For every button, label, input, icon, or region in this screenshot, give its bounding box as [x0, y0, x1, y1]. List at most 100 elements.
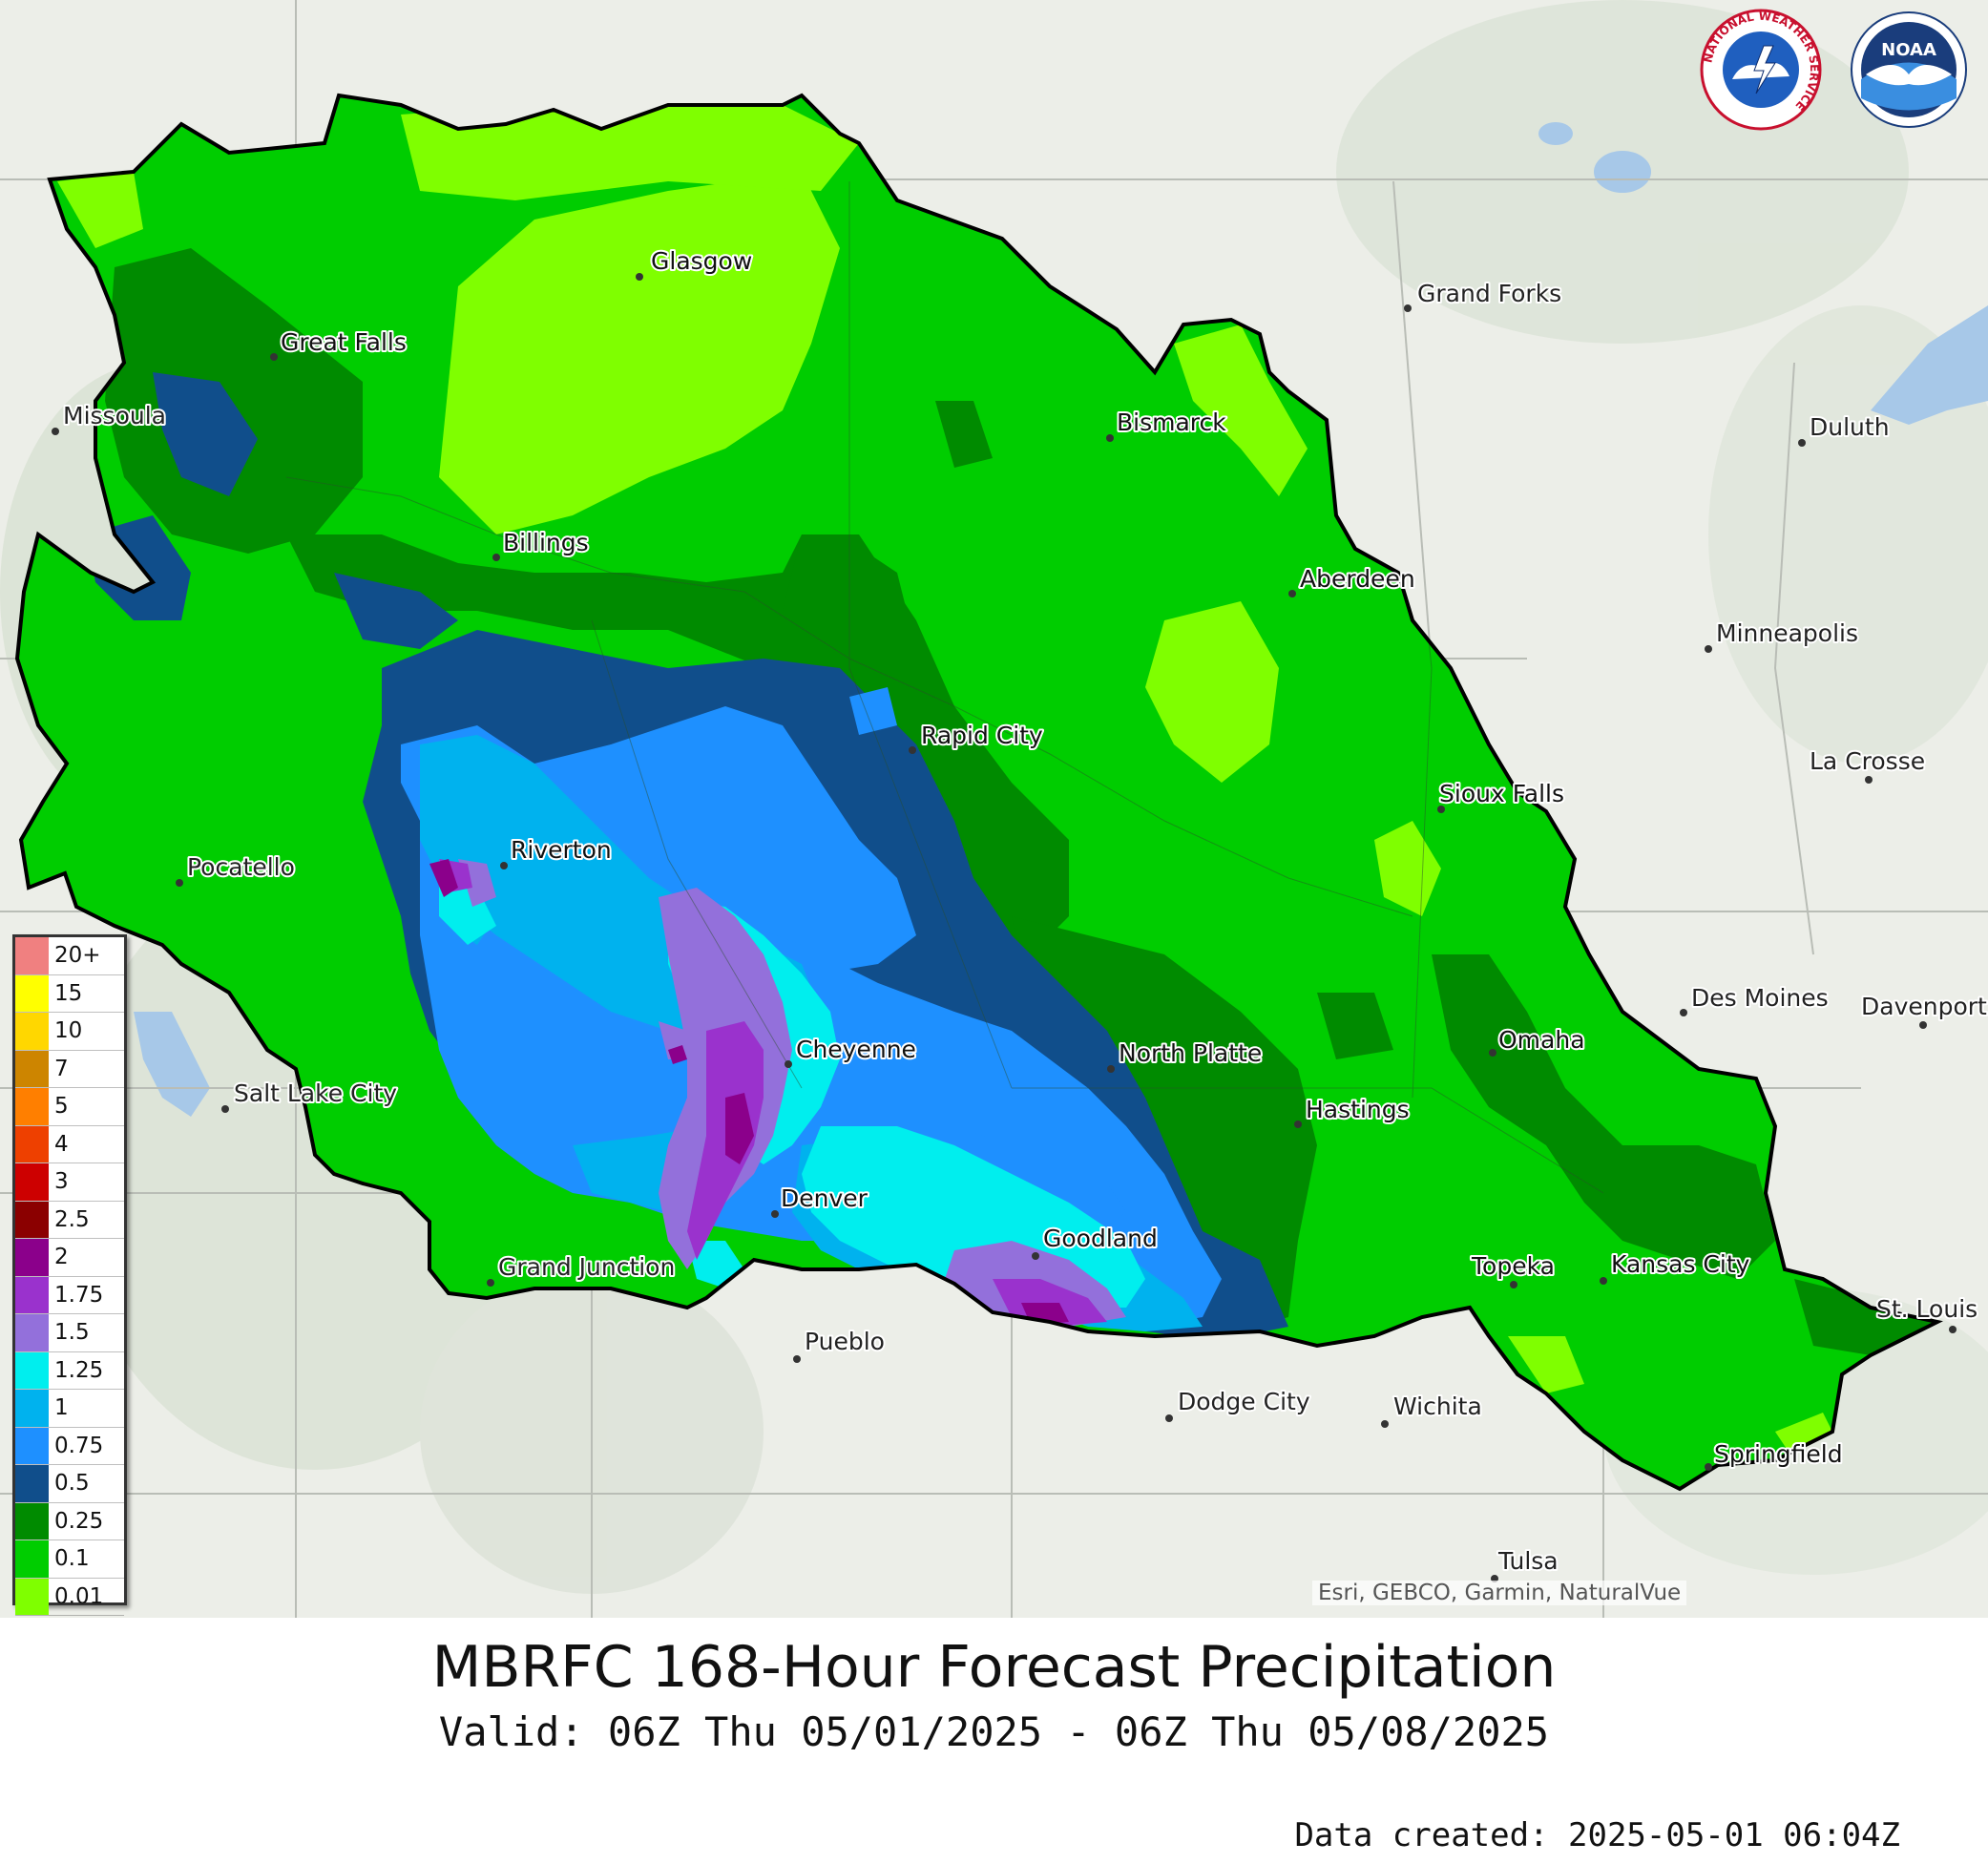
city-bismarck: Bismarck	[1106, 407, 1228, 442]
nws-logo: NATIONAL WEATHER SERVICE	[1700, 9, 1822, 131]
city-glasgow: Glasgow	[636, 245, 754, 281]
city-cheyenne: Cheyenne	[785, 1034, 918, 1068]
lakes	[134, 122, 1988, 1117]
legend-row: 1.5	[15, 1314, 124, 1352]
city-tulsa: Tulsa	[1491, 1545, 1560, 1582]
legend-swatch	[15, 1390, 49, 1427]
svg-text:Bismarck: Bismarck	[1117, 408, 1226, 436]
legend-row: 0.5	[15, 1465, 124, 1503]
legend-swatch	[15, 1427, 49, 1464]
city-billings: Billings	[492, 527, 591, 561]
city-davenport: Davenport	[1859, 991, 1988, 1029]
agency-logos: NATIONAL WEATHER SERVICE NOAA	[1700, 9, 1967, 131]
legend-row: 0.01	[15, 1578, 124, 1616]
data-created-timestamp: Data created: 2025-05-01 06:04Z	[1294, 1816, 1900, 1854]
svg-text:Billings: Billings	[503, 529, 589, 556]
legend-row: 4	[15, 1125, 124, 1163]
page-title: MBRFC 168-Hour Forecast Precipitation	[431, 1634, 1557, 1701]
legend-swatch	[15, 1088, 49, 1125]
svg-text:Duluth: Duluth	[1810, 413, 1890, 441]
legend-swatch	[15, 1502, 49, 1539]
city-dodge-city: Dodge City	[1165, 1386, 1312, 1422]
precipitation-legend: 20+ 15 10 7 5 4 3 2.5 2 1.75 1.5 1.25 1 0.75 0.5 0.25 0.…	[12, 934, 127, 1616]
city-springfield: Springfield	[1705, 1438, 1845, 1471]
legend-row: 7	[15, 1050, 124, 1088]
svg-text:North Platte: North Platte	[1119, 1039, 1262, 1067]
city-pueblo: Pueblo	[793, 1326, 887, 1363]
city-kansas-city: Kansas City	[1600, 1248, 1752, 1285]
map-attribution: Esri, GEBCO, Garmin, NaturalVue	[1312, 1581, 1687, 1605]
legend-label: 1.25	[54, 1357, 104, 1383]
legend-swatch	[15, 1276, 49, 1313]
legend-label: 0.25	[54, 1508, 104, 1534]
svg-text:Minneapolis: Minneapolis	[1716, 619, 1858, 647]
city-hastings: Hastings	[1294, 1094, 1412, 1128]
svg-text:Pocatello: Pocatello	[187, 853, 295, 881]
legend-swatch	[15, 1201, 49, 1238]
legend-row: 0.75	[15, 1427, 124, 1465]
svg-text:La Crosse: La Crosse	[1810, 747, 1925, 775]
city-rapid-city: Rapid City	[909, 720, 1045, 754]
great-salt-lake	[134, 1012, 210, 1117]
city-minneapolis: Minneapolis	[1705, 618, 1860, 653]
legend-label: 4	[54, 1131, 69, 1157]
city-riverton: Riverton	[500, 834, 614, 869]
svg-text:Salt Lake City: Salt Lake City	[234, 1079, 397, 1107]
city-la-crosse: La Crosse	[1808, 745, 1927, 784]
svg-text:Glasgow: Glasgow	[651, 247, 752, 275]
svg-text:Great Falls: Great Falls	[281, 328, 407, 356]
legend-row: 3	[15, 1163, 124, 1202]
svg-text:Cheyenne: Cheyenne	[796, 1036, 916, 1063]
legend-row: 2	[15, 1239, 124, 1277]
city-denver: Denver	[771, 1183, 870, 1218]
legend-row: 0.25	[15, 1502, 124, 1540]
city-des-moines: Des Moines	[1680, 982, 1831, 1016]
svg-text:Davenport: Davenport	[1861, 993, 1987, 1020]
svg-text:Dodge City: Dodge City	[1178, 1388, 1310, 1415]
legend-swatch	[15, 1163, 49, 1201]
legend-swatch	[15, 1540, 49, 1578]
legend-swatch	[15, 937, 49, 974]
legend-label: 15	[54, 980, 83, 1006]
legend-row: 1.75	[15, 1276, 124, 1314]
legend-swatch	[15, 1125, 49, 1162]
city-grand-forks: Grand Forks	[1404, 278, 1563, 312]
legend-label: 7	[54, 1056, 69, 1081]
legend-row: 0.1	[15, 1540, 124, 1579]
svg-text:Wichita: Wichita	[1393, 1393, 1482, 1420]
legend-label: 0.1	[54, 1546, 90, 1572]
legend-label: 3	[54, 1169, 69, 1195]
svg-text:Pueblo: Pueblo	[805, 1328, 885, 1355]
svg-text:Denver: Denver	[781, 1184, 868, 1212]
legend-label: 1.75	[54, 1282, 104, 1308]
legend-row: 15	[15, 974, 124, 1013]
legend-swatch	[15, 1239, 49, 1276]
city-north-platte: North Platte	[1107, 1037, 1264, 1073]
svg-text:Tulsa: Tulsa	[1497, 1547, 1559, 1575]
svg-text:Grand Forks: Grand Forks	[1417, 280, 1561, 307]
city-missoula: Missoula	[52, 400, 168, 435]
city-markers: Glasgow Grand Forks Great Falls Missoula…	[52, 245, 1988, 1582]
city-great-falls: Great Falls	[270, 326, 408, 361]
basin-outline	[14, 93, 1943, 1492]
legend-swatch	[15, 1578, 49, 1615]
legend-row: 10	[15, 1013, 124, 1051]
svg-text:Aberdeen: Aberdeen	[1300, 565, 1415, 593]
legend-label: 10	[54, 1018, 83, 1044]
valid-period: Valid: 06Z Thu 05/01/2025 - 06Z Thu 05/0…	[438, 1708, 1550, 1755]
city-aberdeen: Aberdeen	[1288, 563, 1417, 597]
svg-text:Topeka: Topeka	[1471, 1252, 1555, 1280]
legend-row: 2.5	[15, 1201, 124, 1239]
lake-superior	[1871, 305, 1988, 425]
city-salt-lake-city: Salt Lake City	[221, 1078, 399, 1113]
svg-text:Riverton: Riverton	[511, 836, 612, 864]
svg-text:Goodland: Goodland	[1043, 1225, 1158, 1252]
legend-swatch	[15, 1465, 49, 1502]
noaa-logo: NOAA	[1851, 11, 1967, 128]
legend-swatch	[15, 1050, 49, 1087]
svg-text:Hastings: Hastings	[1306, 1096, 1410, 1123]
legend-label: 2.5	[54, 1206, 90, 1232]
legend-label: 0.01	[54, 1583, 104, 1609]
city-goodland: Goodland	[1032, 1223, 1160, 1260]
map-canvas[interactable]: Glasgow Grand Forks Great Falls Missoula…	[0, 0, 1988, 1618]
